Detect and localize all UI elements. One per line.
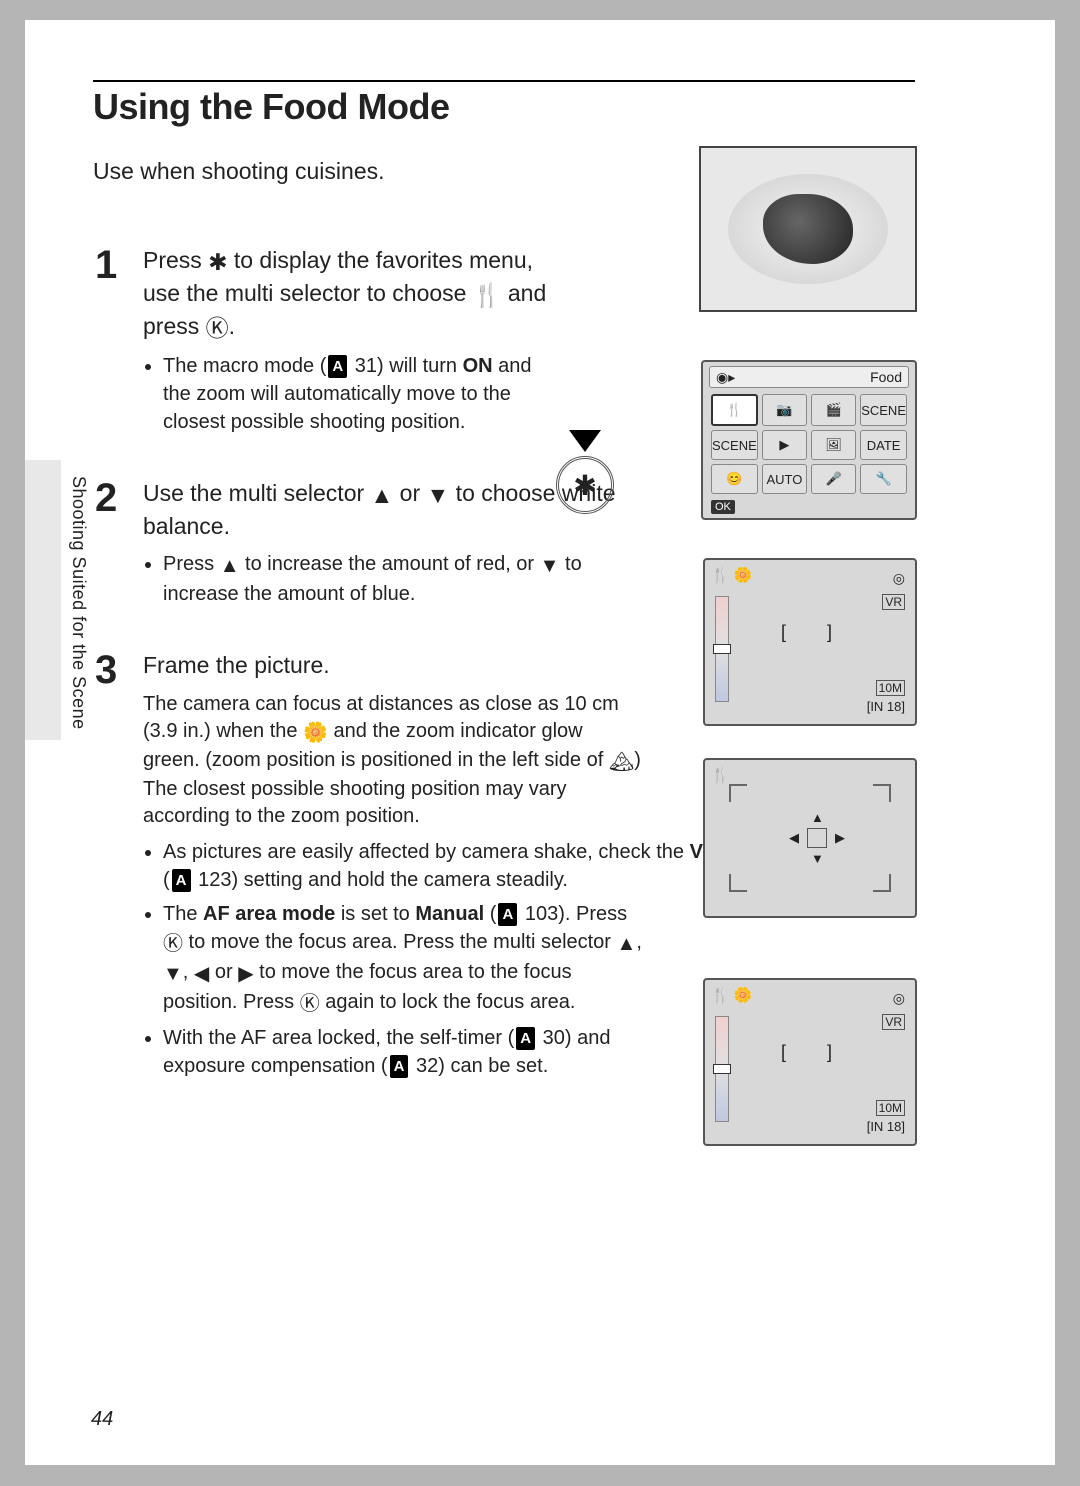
- camera-mode-icons: 🍴 🌼: [711, 986, 909, 1004]
- shots-remaining: [IN 18]: [867, 699, 905, 714]
- quality-badge: 10M: [876, 1100, 905, 1116]
- bullet: Press ▲ to increase the amount of red, o…: [163, 550, 643, 608]
- page-title: Using the Food Mode: [93, 86, 915, 128]
- side-section-label: Shooting Suited for the Scene: [68, 476, 89, 730]
- menu-cell: SCENE: [860, 394, 907, 426]
- cutlery-icon: 🍴: [473, 280, 502, 311]
- wb-slider: [715, 596, 729, 702]
- menu-grid: 🍴 📷 🎬 SCENE SCENE ▶ 🖼 DATE 😊 AUTO 🎤 🔧: [711, 394, 907, 494]
- step-3-desc: The camera can focus at distances as clo…: [143, 691, 643, 830]
- manual-page: Using the Food Mode Use when shooting cu…: [25, 20, 1055, 1465]
- menu-cell: 🎤: [811, 464, 856, 494]
- menu-cell: 🔧: [860, 464, 907, 494]
- menu-topbar: ◉▸ Food: [709, 366, 909, 388]
- target-icon: ◎: [893, 570, 905, 587]
- side-tab: [25, 460, 61, 740]
- dpad-icon: ▲ ▼ ◀ ▶: [789, 810, 845, 866]
- up-icon: ▲: [371, 480, 394, 511]
- favorites-menu-diagram: ◉▸ Food 🍴 📷 🎬 SCENE SCENE ▶ 🖼 DATE 😊 AUT…: [701, 360, 917, 520]
- menu-cell: 🖼: [811, 430, 856, 460]
- step-number: 2: [95, 478, 143, 614]
- favorites-button-diagram: ✱: [535, 430, 635, 520]
- shots-remaining: [IN 18]: [867, 1119, 905, 1134]
- menu-cell: 😊: [711, 464, 758, 494]
- af-area-diagram: 🍴 🌼 ◎ VR [ ] 10M [IN 18]: [703, 978, 917, 1146]
- page-ref-icon: A: [498, 903, 517, 926]
- vr-badge: VR: [882, 594, 905, 610]
- page-number: 44: [91, 1408, 113, 1431]
- down-icon: ▼: [540, 552, 560, 580]
- menu-cell: 🎬: [811, 394, 856, 426]
- quality-badge: 10M: [876, 680, 905, 696]
- menu-cell: AUTO: [762, 464, 807, 494]
- bullet: With the AF area locked, the self-timer …: [163, 1024, 643, 1080]
- down-icon: ▼: [427, 480, 450, 511]
- up-icon: ▲: [220, 552, 240, 580]
- step-1-bullets: The macro mode (A 31) will turn ON and t…: [143, 352, 563, 436]
- ok-badge: OK: [711, 500, 735, 514]
- left-icon: ◀: [194, 960, 209, 988]
- menu-cell: DATE: [860, 430, 907, 460]
- down-icon: ▼: [163, 960, 183, 988]
- cutlery-icon: 🍴: [711, 766, 909, 784]
- step-number: 1: [95, 245, 143, 442]
- menu-cell: 📷: [762, 394, 807, 426]
- menu-cell: 🍴: [711, 394, 758, 426]
- frame-diagram: 🍴 ▲ ▼ ◀ ▶: [703, 758, 917, 918]
- focus-brackets: [ ]: [781, 622, 850, 643]
- ok-icon: Ⓚ: [163, 930, 183, 958]
- page-ref-icon: A: [328, 355, 347, 378]
- page-ref-icon: A: [516, 1027, 535, 1050]
- step-number: 3: [95, 650, 143, 1086]
- step-1-title: Press ✱ to display the favorites menu, u…: [143, 245, 563, 344]
- wb-slider: [715, 1016, 729, 1122]
- vr-badge: VR: [882, 1014, 905, 1030]
- menu-cell: SCENE: [711, 430, 758, 460]
- page-ref-icon: A: [172, 869, 191, 892]
- focus-brackets: [ ]: [781, 1042, 850, 1063]
- ok-icon: Ⓚ: [206, 313, 229, 344]
- white-balance-diagram: 🍴 🌼 ◎ VR [ ] 10M [IN 18]: [703, 558, 917, 726]
- bullet: The macro mode (A 31) will turn ON and t…: [163, 352, 563, 436]
- ok-icon: Ⓚ: [300, 990, 320, 1018]
- camera-mode-icons: 🍴 🌼: [711, 566, 909, 584]
- down-arrow-icon: [569, 430, 601, 452]
- mountain-icon: 🏔: [609, 749, 634, 776]
- star-icon: ✱: [208, 247, 227, 278]
- step-2-bullets: Press ▲ to increase the amount of red, o…: [143, 550, 643, 608]
- section-header: Using the Food Mode: [93, 80, 915, 128]
- right-icon: ▶: [238, 960, 253, 988]
- page-ref-icon: A: [390, 1055, 409, 1078]
- target-icon: ◎: [893, 990, 905, 1007]
- bullet: The AF area mode is set to Manual (A 103…: [163, 900, 643, 1018]
- star-button-icon: ✱: [556, 456, 614, 514]
- menu-cell: ▶: [762, 430, 807, 460]
- up-icon: ▲: [617, 930, 637, 958]
- macro-flower-icon: 🌼: [303, 720, 328, 747]
